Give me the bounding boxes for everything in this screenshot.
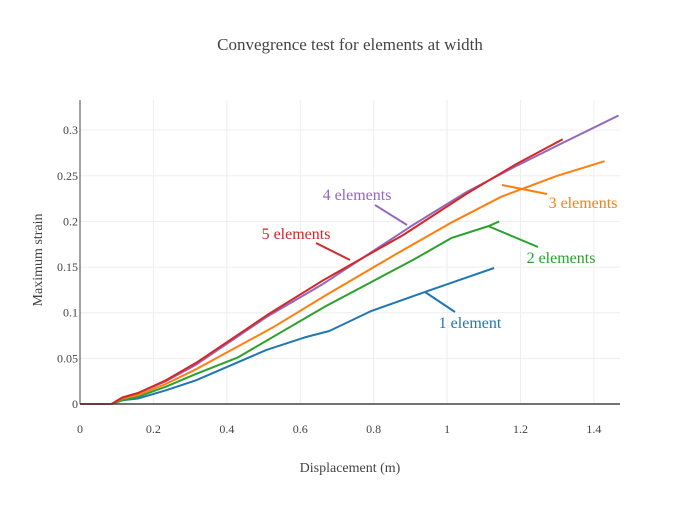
annotation-arrow — [487, 225, 539, 248]
y-tick-label: 0.2 — [63, 214, 78, 228]
y-tick-label: 0.1 — [63, 306, 78, 320]
y-tick-label: 0.25 — [57, 169, 78, 183]
x-tick-label: 1 — [444, 422, 450, 436]
x-tick-label: 0 — [77, 422, 83, 436]
annotation-arrow — [374, 204, 408, 226]
annotation-label: 5 elements — [262, 226, 331, 243]
x-tick-label: 0.4 — [219, 422, 234, 436]
annotations: 1 element 2 elements 3 elements 4 elements 5… — [262, 184, 618, 332]
annotation-label: 3 elements — [549, 195, 618, 212]
annotation-arrow — [424, 291, 456, 313]
y-axis-label: Maximum strain — [31, 214, 46, 307]
tick-labels: 0 0.2 0.4 0.6 0.8 1 1.2 1.4 0 0.05 0.1 0.15 0.2 0.25 0… — [57, 123, 601, 436]
x-tick-label: 1.2 — [513, 422, 528, 436]
y-tick-label: 0.15 — [57, 260, 78, 274]
x-axis-label: Displacement (m) — [300, 461, 401, 476]
x-tick-label: 0.8 — [366, 422, 381, 436]
series-line-1-element — [80, 267, 495, 405]
grid — [80, 100, 620, 404]
annotation-arrow — [315, 242, 351, 261]
annotation-label: 4 elements — [323, 187, 392, 204]
x-tick-label: 0.2 — [146, 422, 161, 436]
x-tick-label: 1.4 — [586, 422, 601, 436]
y-tick-label: 0 — [72, 397, 78, 411]
series-line-5-elements — [80, 138, 564, 405]
y-tick-label: 0.05 — [57, 351, 78, 365]
series-line-2-elements — [80, 220, 500, 405]
annotation-label: 2 elements — [527, 250, 596, 267]
axes — [79, 100, 620, 405]
annotation-arrow — [501, 184, 548, 195]
chart-title: Convegrence test for elements at width — [217, 35, 483, 54]
y-tick-label: 0.3 — [63, 123, 78, 137]
annotation-label: 1 element — [439, 315, 502, 332]
x-tick-label: 0.6 — [293, 422, 308, 436]
